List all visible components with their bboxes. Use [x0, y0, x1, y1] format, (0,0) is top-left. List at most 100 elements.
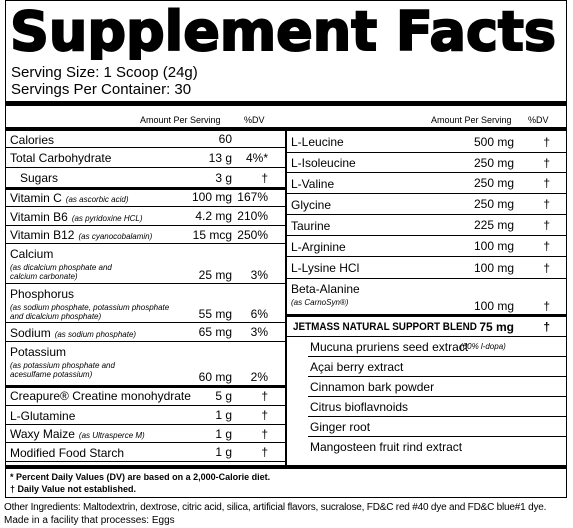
blend-item-name: Cinnamon bark powder [310, 380, 435, 394]
blend-item-name: Citrus bioflavnoids [310, 400, 409, 414]
nutrient-name: L-Lysine HCl [291, 257, 359, 279]
nutrient-name: L-Glutamine [10, 406, 75, 426]
nutrient-note: (as ascorbic acid) [65, 195, 129, 204]
column-header: Amount Per Serving [140, 115, 221, 125]
row-rule [6, 243, 285, 244]
nutrient-note: (as cyanocobalamin) [78, 232, 153, 241]
row-rule [6, 405, 285, 406]
daily-value: † [261, 171, 268, 185]
nutrient-row: Taurine 225 mg † [287, 215, 566, 236]
row-rule [287, 214, 566, 215]
nutrient-name: Beta-Alanine (as CarnoSyn®) [291, 280, 411, 307]
title: Supplement Facts [10, 0, 556, 60]
nutrient-name: Sodium (as sodium phosphate) [10, 323, 136, 344]
nutrient-label: Modified Food Starch [10, 446, 125, 460]
nutrient-name: Calories [10, 131, 54, 149]
nutrient-name: L-Arginine [291, 236, 346, 258]
facility: Made in a facility that processes: Eggs [4, 515, 175, 526]
row-rule [308, 396, 566, 397]
nutrient-label: Beta-Alanine [291, 282, 360, 296]
daily-value: 250% [237, 228, 268, 242]
amount: 15 mcg [192, 228, 232, 242]
nutrient-row: Glycine 250 mg † [287, 194, 566, 215]
row-rule [287, 193, 566, 194]
thick-rule [6, 465, 566, 469]
row-rule [308, 416, 566, 417]
row-rule [6, 283, 285, 284]
thick-rule [287, 314, 566, 317]
daily-value: † [261, 389, 268, 403]
row-rule [6, 424, 285, 425]
daily-value: 167% [237, 190, 268, 204]
nutrient-label: L-Leucine [291, 135, 344, 149]
thick-rule [6, 187, 285, 190]
nutrient-row: Beta-Alanine (as CarnoSyn®) 100 mg † [287, 279, 566, 315]
blend-item-name: Ginger root [310, 420, 371, 434]
nutrient-name: Vitamin C (as ascorbic acid) [10, 188, 128, 209]
nutrient-label: Calories [10, 133, 55, 147]
amount: 60 mg [198, 370, 232, 384]
nutrient-name: Waxy Maize (as Ultrasperce M) [10, 425, 145, 445]
amount: 250 mg [473, 176, 514, 190]
nutrient-name: L-Isoleucine [291, 153, 356, 173]
nutrient-name: L-Valine [291, 173, 334, 195]
title-svg: Supplement Facts [9, 0, 557, 60]
amount: 225 mg [473, 218, 514, 232]
amount: 1 g [215, 427, 232, 441]
blend-item-note: (60% l-dopa) [460, 342, 506, 351]
amount: 60 [218, 132, 232, 146]
nutrient-row: Calories 60 [6, 131, 285, 148]
nutrient-label: Total Carbohydrate [10, 151, 112, 165]
amount: 100 mg [473, 261, 514, 275]
nutrient-row: Creapure® Creatine monohydrate 5 g † [6, 386, 285, 406]
nutrient-label: Waxy Maize [10, 427, 75, 441]
daily-value: 2% [250, 370, 268, 384]
row-rule [6, 341, 285, 342]
daily-value: † [543, 261, 550, 275]
row-rule [308, 436, 566, 437]
servings-per-container: Servings Per Container: 30 [11, 81, 192, 98]
amount: 25 mg [198, 268, 232, 282]
row-rule [308, 376, 566, 377]
daily-value: † [261, 427, 268, 441]
row-rule [287, 235, 566, 236]
nutrient-label: Phosphorus [10, 287, 75, 301]
nutrient-row: Total Carbohydrate 13 g 4%* [6, 148, 285, 168]
nutrient-name: Potassium (as potassium phosphate and ace… [10, 343, 130, 379]
daily-value: † [543, 299, 550, 313]
nutrient-note: (as dicalcium phosphate and calcium carb… [10, 263, 112, 281]
row-rule [6, 442, 285, 443]
nutrient-name: Modified Food Starch [10, 443, 124, 463]
nutrient-label: Sugars [20, 171, 59, 185]
nutrient-name: L-Leucine [291, 131, 344, 153]
blend-item-name: Açai berry extract [310, 360, 404, 374]
amount: 500 mg [473, 135, 514, 149]
daily-value: 3% [250, 268, 268, 282]
row-rule [308, 356, 566, 357]
amount: 100 mg [473, 239, 514, 253]
amount: 3 g [215, 171, 232, 185]
daily-value: † [543, 239, 550, 253]
amount: 55 mg [198, 307, 232, 321]
nutrient-label: Calcium [10, 247, 54, 261]
blend-item: Açai berry extract [308, 357, 566, 377]
nutrient-note: (as sodium phosphate) [54, 330, 137, 339]
amount: 4.2 mg [195, 209, 232, 223]
daily-value: † [543, 218, 550, 232]
nutrient-name: Vitamin B12 (as cyanocobalamin) [10, 226, 152, 246]
nutrient-label: L-Arginine [291, 240, 346, 254]
blend-dv: † [543, 320, 550, 334]
column-header: %DV [528, 115, 549, 125]
serving-size: Serving Size: 1 Scoop (24g) [11, 64, 198, 81]
amount: 13 g [208, 151, 232, 165]
amount: 5 g [215, 389, 232, 403]
daily-value: † [543, 197, 550, 211]
nutrient-row: L-Glutamine 1 g † [6, 406, 285, 425]
blend-name: JETMASS NATURAL SUPPORT BLEND [293, 321, 477, 333]
nutrient-row: L-Valine 250 mg † [287, 173, 566, 194]
nutrient-row: Vitamin B12 (as cyanocobalamin) 15 mcg 250% [6, 226, 285, 244]
nutrient-label: L-Glutamine [10, 409, 76, 423]
nutrient-row: Vitamin B6 (as pyridoxine HCL) 4.2 mg 210% [6, 207, 285, 226]
nutrient-label: Glycine [291, 198, 332, 212]
